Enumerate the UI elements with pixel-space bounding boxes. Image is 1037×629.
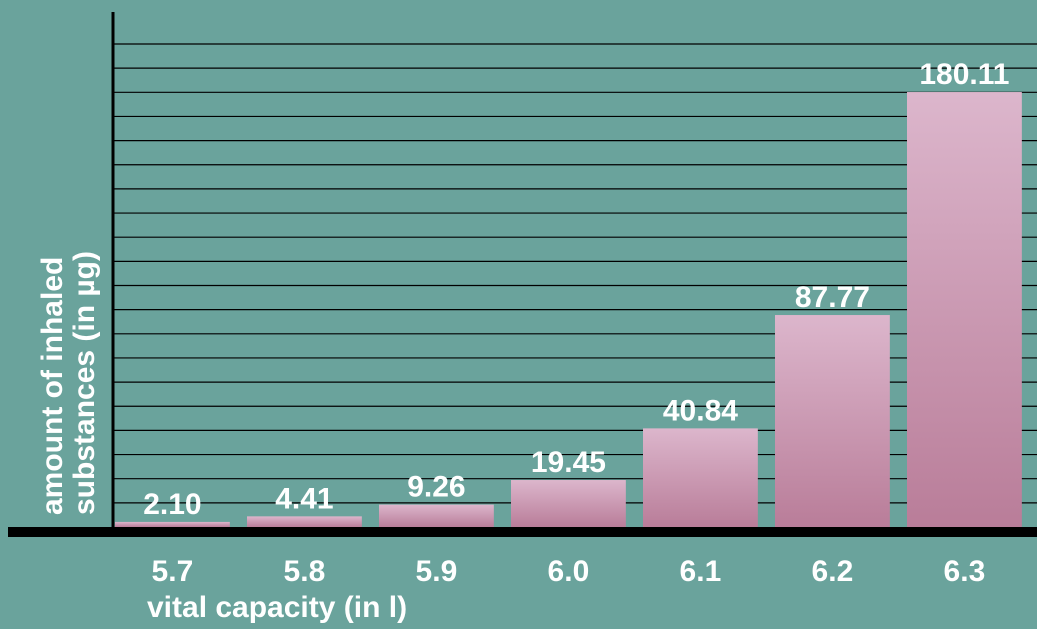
x-tick-label-5.7: 5.7 bbox=[152, 555, 194, 588]
data-label-6.2: 87.77 bbox=[795, 281, 870, 314]
x-tick-label-6.2: 6.2 bbox=[812, 555, 854, 588]
x-tick-label-5.8: 5.8 bbox=[284, 555, 326, 588]
data-label-6.1: 40.84 bbox=[663, 394, 738, 427]
bar-6.3 bbox=[907, 92, 1022, 527]
bars bbox=[115, 92, 1022, 527]
bar-6.0 bbox=[511, 480, 626, 527]
y-axis-title-line-2: substances (in µg) bbox=[68, 251, 101, 515]
data-label-5.7: 2.10 bbox=[143, 488, 201, 521]
axes bbox=[8, 12, 1037, 537]
data-label-5.9: 9.26 bbox=[407, 471, 465, 504]
data-label-6.3: 180.11 bbox=[919, 58, 1009, 91]
bar-6.1 bbox=[643, 428, 758, 527]
bar-5.7 bbox=[115, 521, 230, 527]
x-tick-label-6.1: 6.1 bbox=[680, 555, 722, 588]
x-tick-labels: 5.7 5.8 5.9 6.0 6.1 6.2 6.3 bbox=[152, 555, 986, 588]
bar-6.2 bbox=[775, 315, 890, 527]
gridlines bbox=[113, 43, 1037, 504]
x-tick-label-5.9: 5.9 bbox=[416, 555, 458, 588]
data-label-6.0: 19.45 bbox=[531, 446, 606, 479]
data-labels: 2.10 4.41 9.26 19.45 40.84 87.77 180.11 bbox=[143, 58, 1009, 521]
bar-5.9 bbox=[379, 504, 494, 527]
x-tick-label-6.3: 6.3 bbox=[944, 555, 986, 588]
y-axis-title: amount of inhaled substances (in µg) bbox=[36, 248, 101, 515]
x-tick-label-6.0: 6.0 bbox=[548, 555, 590, 588]
data-label-5.8: 4.41 bbox=[275, 482, 333, 515]
bar-5.8 bbox=[247, 516, 362, 527]
y-axis-title-line-1: amount of inhaled bbox=[36, 257, 69, 515]
x-axis-title: vital capacity (in l) bbox=[147, 591, 407, 624]
x-axis-line bbox=[8, 527, 1037, 537]
